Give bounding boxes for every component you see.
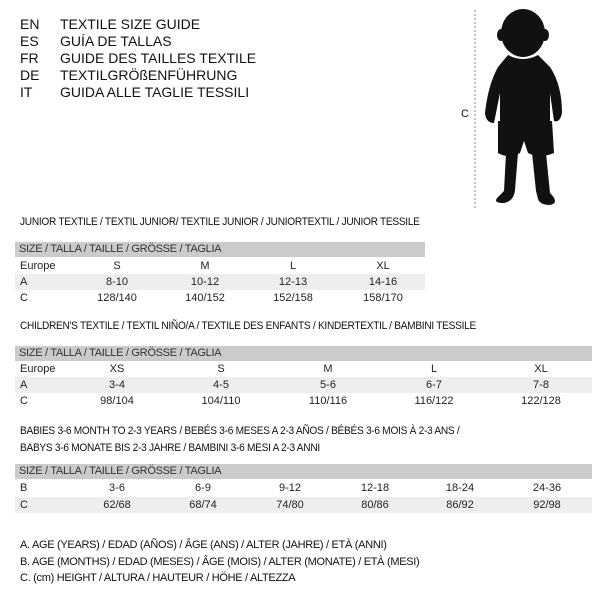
table-cell: 12-18 — [360, 482, 390, 494]
table-row: Europe XS S M L XL — [15, 361, 592, 377]
table-cell: 8-10 — [105, 276, 129, 288]
junior-section-title: JUNIOR TEXTILE / TEXTIL JUNIOR/ TEXTILE … — [20, 216, 420, 228]
table-cell: 3-6 — [109, 482, 125, 494]
lang-code-fr: FR — [20, 50, 39, 66]
table-cell: 6-7 — [426, 379, 442, 391]
lang-code-it: IT — [20, 84, 33, 100]
lang-code-es: ES — [20, 33, 39, 49]
row-label: Europe — [20, 363, 56, 375]
babies-section-title-line1: BABIES 3-6 MONTH TO 2-3 YEARS / BEBÉS 3-… — [20, 425, 460, 437]
table-row: A 8-10 10-12 12-13 14-16 — [15, 274, 425, 290]
table-cell: 9-12 — [278, 482, 302, 494]
table-cell: M — [323, 363, 333, 375]
table-row: C 98/104 104/110 110/116 116/122 122/128 — [15, 393, 592, 409]
children-size-header: SIZE / TALLA / TAILLE / GRÖSSE / TAGLIA — [15, 346, 592, 361]
babies-size-header: SIZE / TALLA / TAILLE / GRÖSSE / TAGLIA — [15, 464, 592, 479]
table-cell: 24-36 — [532, 482, 562, 494]
table-cell: 12-13 — [278, 276, 308, 288]
row-label: C — [20, 395, 28, 407]
table-cell: 158/170 — [363, 292, 403, 304]
children-section-title: CHILDREN'S TEXTILE / TEXTIL NIÑO/A / TEX… — [20, 320, 476, 332]
lang-code-en: EN — [20, 16, 40, 32]
table-cell: 80/86 — [361, 499, 389, 511]
table-row: A 3-4 4-5 5-6 6-7 7-8 — [15, 377, 592, 393]
table-cell: 140/152 — [185, 292, 225, 304]
lang-code-de: DE — [20, 67, 40, 83]
table-cell: XL — [534, 363, 548, 375]
table-cell: 18-24 — [445, 482, 475, 494]
table-cell: S — [217, 363, 225, 375]
babies-section-title-line2: BABYS 3-6 MONATE BIS 2-3 JAHRE / BAMBINI… — [20, 442, 320, 454]
legend-item-a: A. AGE (YEARS) / EDAD (AÑOS) / ÂGE (ANS)… — [20, 539, 387, 551]
table-cell: M — [200, 260, 210, 272]
table-cell: XL — [376, 260, 390, 272]
table-row: C 128/140 140/152 152/158 158/170 — [15, 290, 425, 306]
row-label: C — [20, 292, 28, 304]
table-cell: 86/92 — [446, 499, 474, 511]
legend-item-b: B. AGE (MONTHS) / EDAD (MESES) / ÂGE (MO… — [20, 556, 420, 568]
table-row: B 3-6 6-9 9-12 12-18 18-24 24-36 — [15, 480, 592, 496]
guide-title-es: GUÍA DE TALLAS — [60, 33, 172, 49]
guide-title-de: TEXTILGRÖßENFÜHRUNG — [60, 67, 238, 83]
legend-item-c: C. (cm) HEIGHT / ALTURA / HAUTEUR / HÖHE… — [20, 572, 296, 584]
table-cell: 92/98 — [533, 499, 561, 511]
table-cell: 6-9 — [195, 482, 211, 494]
table-cell: L — [430, 363, 438, 375]
table-cell: 152/158 — [273, 292, 313, 304]
table-cell: 98/104 — [100, 395, 134, 407]
height-measure-label: C — [461, 108, 469, 120]
table-cell: 122/128 — [521, 395, 561, 407]
guide-title-en: TEXTILE SIZE GUIDE — [60, 16, 201, 32]
table-cell: 128/140 — [97, 292, 137, 304]
row-label: A — [20, 379, 28, 391]
row-label: C — [20, 499, 28, 511]
table-cell: 110/116 — [308, 395, 348, 407]
table-row: Europe S M L XL — [15, 258, 425, 274]
table-cell: 74/80 — [276, 499, 304, 511]
table-cell: 7-8 — [533, 379, 549, 391]
table-cell: 116/122 — [414, 395, 454, 407]
table-cell: 5-6 — [320, 379, 336, 391]
junior-size-header: SIZE / TALLA / TAILLE / GRÖSSE / TAGLIA — [15, 242, 425, 257]
row-label: A — [20, 276, 28, 288]
table-cell: XS — [109, 363, 125, 375]
table-cell: 68/74 — [189, 499, 217, 511]
table-cell: 62/68 — [103, 499, 131, 511]
child-silhouette-icon — [474, 9, 562, 210]
guide-title-it: GUIDA ALLE TAGLIE TESSILI — [60, 84, 250, 100]
table-cell: 14-16 — [368, 276, 398, 288]
table-row: C 62/68 68/74 74/80 80/86 86/92 92/98 — [15, 497, 592, 513]
table-cell: 10-12 — [190, 276, 220, 288]
row-label: Europe — [20, 260, 56, 272]
table-cell: L — [289, 260, 297, 272]
guide-title-fr: GUIDE DES TAILLES TEXTILE — [60, 50, 257, 66]
table-cell: 3-4 — [109, 379, 125, 391]
row-label: B — [20, 482, 28, 494]
table-cell: S — [113, 260, 121, 272]
table-cell: 104/110 — [201, 395, 241, 407]
table-cell: 4-5 — [213, 379, 229, 391]
